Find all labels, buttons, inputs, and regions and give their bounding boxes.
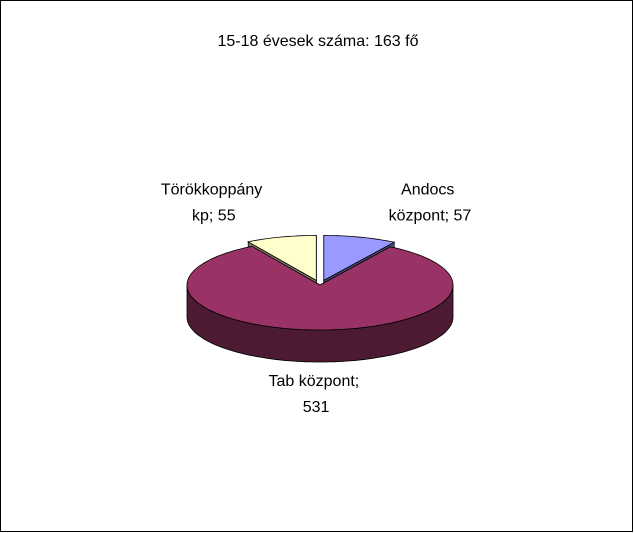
data-label: Törökkoppány kp; 55 bbox=[161, 181, 267, 224]
data-label-line: központ; 57 bbox=[389, 207, 472, 224]
data-label-line: Törökkoppány bbox=[161, 181, 267, 198]
data-label-line: kp; 55 bbox=[192, 207, 236, 224]
data-label-line: Tab központ; bbox=[269, 373, 364, 390]
data-label: Andocs központ; 57 bbox=[389, 181, 472, 224]
data-label-line: 531 bbox=[303, 399, 330, 416]
chart-title: 15-18 évesek száma: 163 fő bbox=[217, 33, 418, 50]
slice bbox=[323, 234, 396, 282]
data-label: Tab központ; 531 bbox=[269, 373, 364, 416]
data-label-line: Andocs bbox=[401, 181, 459, 198]
slice bbox=[186, 245, 454, 331]
slice bbox=[247, 234, 317, 282]
